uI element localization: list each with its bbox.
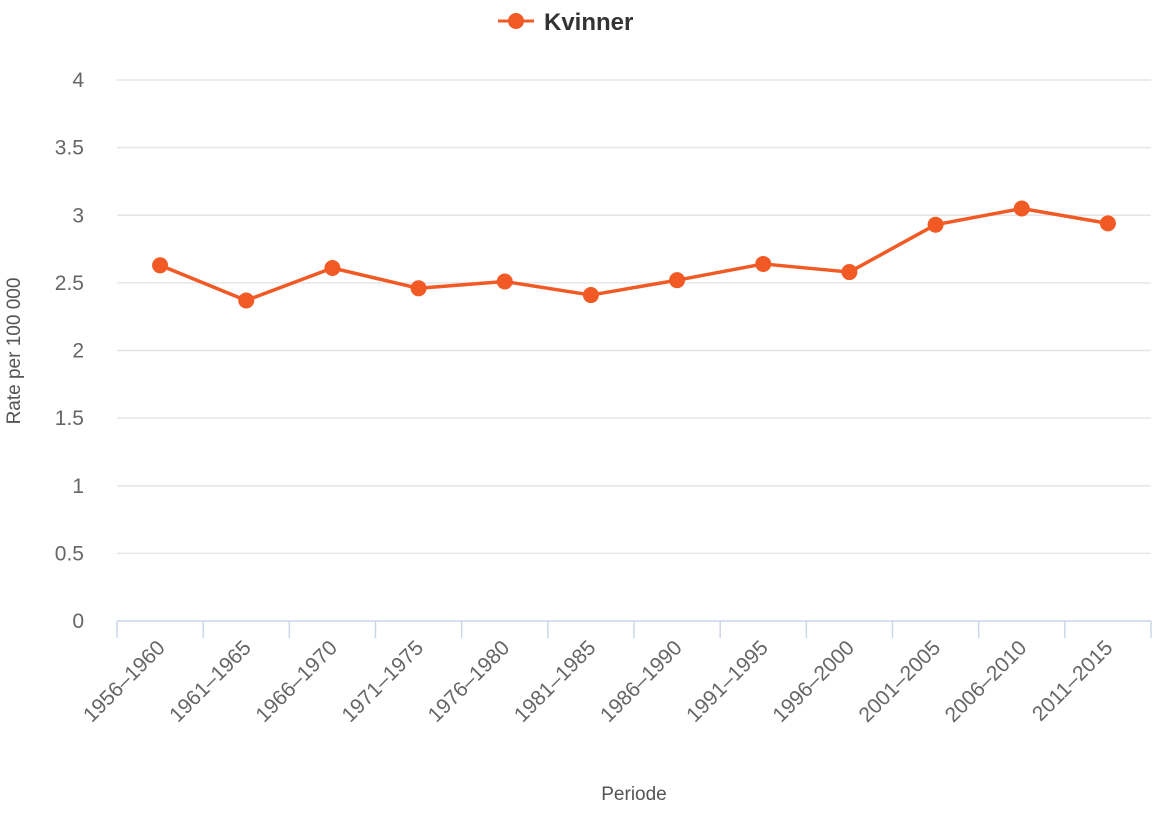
x-tick-label: 1971–1975: [338, 636, 429, 727]
x-tick-label: 1956–1960: [79, 636, 170, 727]
legend-label-kvinner: Kvinner: [544, 9, 633, 36]
x-tick-label: 1961–1965: [165, 636, 256, 727]
y-tick-label: 3.5: [55, 137, 84, 160]
data-point[interactable]: [1099, 215, 1116, 232]
data-point[interactable]: [152, 257, 169, 274]
x-tick-label: 1991–1995: [682, 636, 773, 727]
x-tick-label: 1981–1985: [510, 636, 601, 727]
y-tick-label: 1.5: [55, 407, 84, 430]
series-line: [159, 206, 1109, 303]
x-axis: 1956–19601961–19651966–19701971–19751976…: [79, 620, 1152, 727]
y-tick-label: 2: [72, 340, 84, 363]
y-axis-title: Rate per 100 000: [4, 278, 25, 425]
x-tick-label: 1976–1980: [424, 636, 515, 727]
data-point[interactable]: [324, 259, 341, 276]
legend-marker-symbol: [508, 13, 524, 29]
gridlines: 0 0.5 1 1.5 2 2.5 3 3.5 4: [55, 69, 1151, 633]
data-point[interactable]: [755, 255, 772, 272]
data-point[interactable]: [496, 273, 513, 290]
data-point[interactable]: [927, 216, 944, 233]
data-point[interactable]: [1013, 200, 1030, 217]
y-tick-label: 0: [72, 610, 84, 633]
data-point[interactable]: [410, 280, 427, 297]
series-kvinner: [152, 200, 1116, 309]
x-tick-label: 1986–1990: [596, 636, 687, 727]
x-axis-title: Periode: [601, 784, 667, 805]
y-tick-label: 4: [72, 69, 84, 92]
data-point[interactable]: [238, 292, 255, 309]
data-point[interactable]: [582, 287, 599, 304]
y-tick-label: 3: [72, 204, 84, 227]
legend[interactable]: Kvinner: [498, 9, 633, 36]
x-tick-label: 2011–2015: [1028, 636, 1117, 725]
data-point[interactable]: [841, 264, 858, 281]
x-tick-label: 2001–2005: [855, 636, 946, 727]
y-tick-label: 1: [72, 475, 84, 498]
y-tick-label: 2.5: [55, 272, 84, 295]
y-tick-label: 0.5: [55, 542, 84, 565]
x-tick-label: 1966–1970: [251, 636, 342, 727]
data-point[interactable]: [669, 272, 686, 289]
x-tick-label: 1996–2000: [768, 636, 859, 727]
x-tick-label: 2006–2010: [941, 636, 1032, 727]
